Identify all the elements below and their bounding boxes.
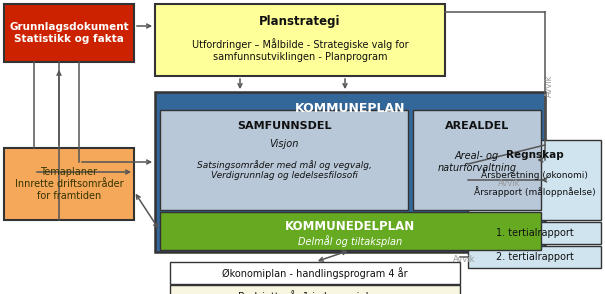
Bar xyxy=(413,110,541,210)
Bar xyxy=(155,92,545,252)
Text: Regnskap: Regnskap xyxy=(506,150,563,160)
Text: KOMMUNEDELPLAN: KOMMUNEDELPLAN xyxy=(286,220,416,233)
Text: Årsberetning (økonomi): Årsberetning (økonomi) xyxy=(481,170,588,181)
Text: Avvik: Avvik xyxy=(499,178,521,188)
Text: Temaplaner
Innrette driftsområder
for framtiden: Temaplaner Innrette driftsområder for fr… xyxy=(15,167,123,201)
Text: KOMMUNEPLAN: KOMMUNEPLAN xyxy=(295,101,405,114)
Text: AREALDEL: AREALDEL xyxy=(445,121,509,131)
Text: Avvik: Avvik xyxy=(544,75,554,97)
Bar xyxy=(4,4,134,62)
Text: Grunnlagsdokument
Statistikk og fakta: Grunnlagsdokument Statistikk og fakta xyxy=(9,22,129,44)
Text: Utfordringer – Målbilde - Strategiske valg for
samfunnsutviklingen - Planprogram: Utfordringer – Målbilde - Strategiske va… xyxy=(192,38,408,62)
Bar xyxy=(160,212,541,250)
Text: Økonomiplan - handlingsprogram 4 år: Økonomiplan - handlingsprogram 4 år xyxy=(222,267,408,279)
Bar xyxy=(468,140,601,220)
Text: 1. tertialrapport: 1. tertialrapport xyxy=(495,228,574,238)
Bar xyxy=(155,4,445,76)
Text: Årsrapport (måloppnåelse): Årsrapport (måloppnåelse) xyxy=(474,187,595,198)
Text: Visjon: Visjon xyxy=(269,139,299,149)
Bar xyxy=(468,222,601,244)
Bar xyxy=(468,246,601,268)
Text: Budsjett – år 1 i økonomiplanen: Budsjett – år 1 i økonomiplanen xyxy=(238,290,393,294)
Text: 2. tertialrapport: 2. tertialrapport xyxy=(495,252,574,262)
Text: Planstrategi: Planstrategi xyxy=(260,16,341,29)
Bar xyxy=(4,148,134,220)
Text: Delmål og tiltaksplan: Delmål og tiltaksplan xyxy=(298,235,402,247)
Text: Satsingsområder med mål og vegvalg,
Verdigrunnlag og ledelsesfilosofi: Satsingsområder med mål og vegvalg, Verd… xyxy=(197,160,371,180)
Bar xyxy=(160,110,408,210)
Text: Areal- og
naturforvaltning: Areal- og naturforvaltning xyxy=(437,151,517,173)
Text: SAMFUNNSDEL: SAMFUNNSDEL xyxy=(237,121,332,131)
Bar xyxy=(170,262,460,284)
Text: Avvik: Avvik xyxy=(453,255,476,265)
Bar xyxy=(170,285,460,294)
